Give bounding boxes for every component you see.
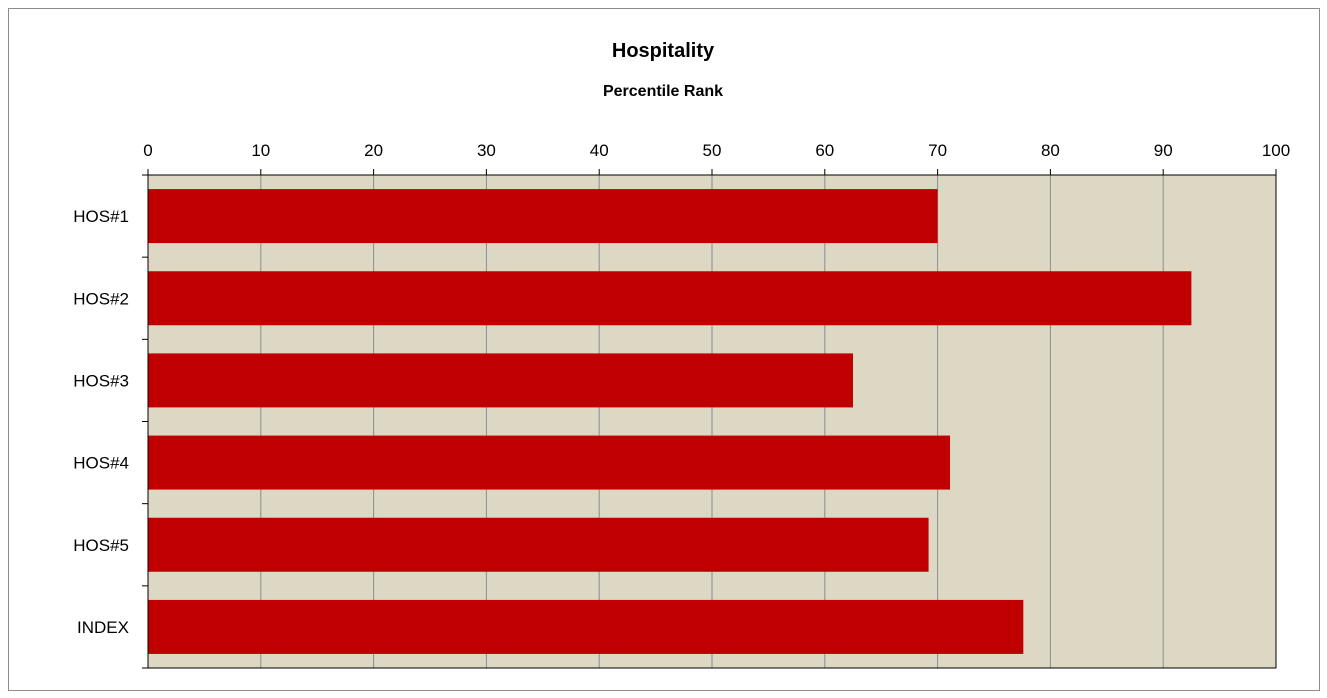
y-tick-label: HOS#3 (73, 371, 129, 390)
bar (148, 353, 853, 408)
y-tick-labels: HOS#1 HOS#2 HOS#3 HOS#4 HOS#5 INDEX (73, 207, 129, 637)
y-tick-label: HOS#5 (73, 536, 129, 555)
x-tick-labels: 0 10 20 30 40 50 60 70 80 90 100 (143, 141, 1290, 160)
bar (148, 189, 938, 244)
x-tick-label: 0 (143, 141, 152, 160)
x-tick-label: 90 (1154, 141, 1173, 160)
y-tick-label: HOS#2 (73, 289, 129, 308)
bars (148, 189, 1192, 654)
x-tick-label: 10 (251, 141, 270, 160)
bar (148, 517, 929, 572)
x-tick-label: 30 (477, 141, 496, 160)
bar (148, 599, 1024, 654)
x-tick-label: 80 (1041, 141, 1060, 160)
y-tick-label: HOS#1 (73, 207, 129, 226)
bar (148, 271, 1192, 326)
x-tick-label: 40 (590, 141, 609, 160)
x-tick-label: 60 (815, 141, 834, 160)
y-tick-label: HOS#4 (73, 454, 129, 473)
x-tick-label: 20 (364, 141, 383, 160)
x-tick-label: 50 (703, 141, 722, 160)
x-tick-label: 100 (1262, 141, 1290, 160)
y-tick-label: INDEX (77, 618, 129, 637)
bar (148, 435, 951, 490)
x-tick-label: 70 (928, 141, 947, 160)
gridlines (260, 175, 1164, 668)
chart-subtitle: Percentile Rank (603, 83, 723, 100)
chart-title: Hospitality (612, 40, 715, 62)
axes (142, 169, 1277, 669)
